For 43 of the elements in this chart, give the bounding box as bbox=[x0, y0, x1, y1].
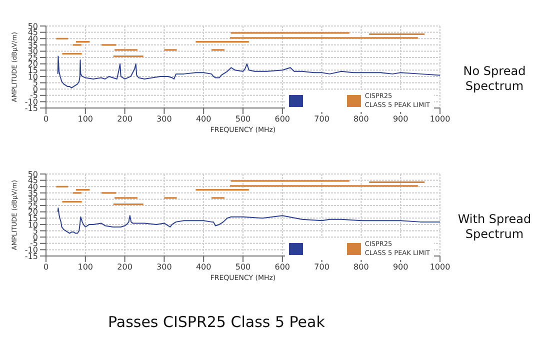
x-tick-label: 600 bbox=[274, 114, 290, 124]
y-tick-label: -15 bbox=[24, 252, 38, 261]
y-tick-label: 10 bbox=[28, 220, 38, 230]
y-tick-label: 15 bbox=[28, 214, 38, 223]
y-tick-label: 15 bbox=[28, 66, 38, 75]
text: Passes CISPR25 Class 5 Peak bbox=[108, 312, 326, 332]
line-series bbox=[57, 208, 440, 234]
y-tick-label: -15 bbox=[24, 104, 38, 113]
x-tick-label: 700 bbox=[314, 262, 330, 272]
x-tick-label: 1000 bbox=[430, 114, 450, 124]
x-tick-label: 700 bbox=[314, 114, 330, 124]
x-tick-label: 200 bbox=[117, 114, 132, 124]
x-tick-label: 100 bbox=[78, 114, 94, 124]
text: No Spread Spectrum bbox=[463, 64, 526, 93]
x-tick-label: 100 bbox=[78, 262, 94, 272]
x-tick-label: 1000 bbox=[430, 262, 450, 272]
text: With Spread Spectrum bbox=[458, 212, 532, 241]
x-tick-label: 900 bbox=[392, 114, 408, 124]
x-tick-label: 400 bbox=[196, 262, 212, 272]
y-tick-label: 35 bbox=[28, 40, 38, 50]
x-tick-label: 300 bbox=[156, 114, 172, 124]
x-tick-label: 500 bbox=[235, 262, 251, 272]
x-tick-label: 300 bbox=[156, 262, 172, 272]
x-tick-label: 0 bbox=[43, 114, 49, 124]
x-tick-label: 0 bbox=[43, 262, 49, 272]
y-tick-label: 25 bbox=[28, 201, 38, 210]
x-tick-label: 600 bbox=[274, 262, 290, 272]
y-tick-label: 50 bbox=[28, 22, 38, 31]
line-series bbox=[57, 56, 440, 88]
x-tick-label: 900 bbox=[392, 262, 408, 272]
y-tick-label: 0 bbox=[32, 232, 38, 242]
y-tick-label: 0 bbox=[32, 84, 38, 94]
x-tick-label: 500 bbox=[235, 114, 251, 124]
y-tick-label: 10 bbox=[28, 72, 38, 82]
x-tick-label: 200 bbox=[117, 262, 132, 272]
y-tick-label: 50 bbox=[28, 170, 38, 179]
y-tick-label: 40 bbox=[28, 34, 38, 44]
x-tick-label: 800 bbox=[354, 114, 369, 124]
y-tick-label: 35 bbox=[28, 188, 38, 198]
y-tick-label: 25 bbox=[28, 53, 38, 62]
y-tick-label: 40 bbox=[28, 182, 38, 192]
x-tick-label: 800 bbox=[354, 262, 369, 272]
x-tick-label: 400 bbox=[196, 114, 212, 124]
